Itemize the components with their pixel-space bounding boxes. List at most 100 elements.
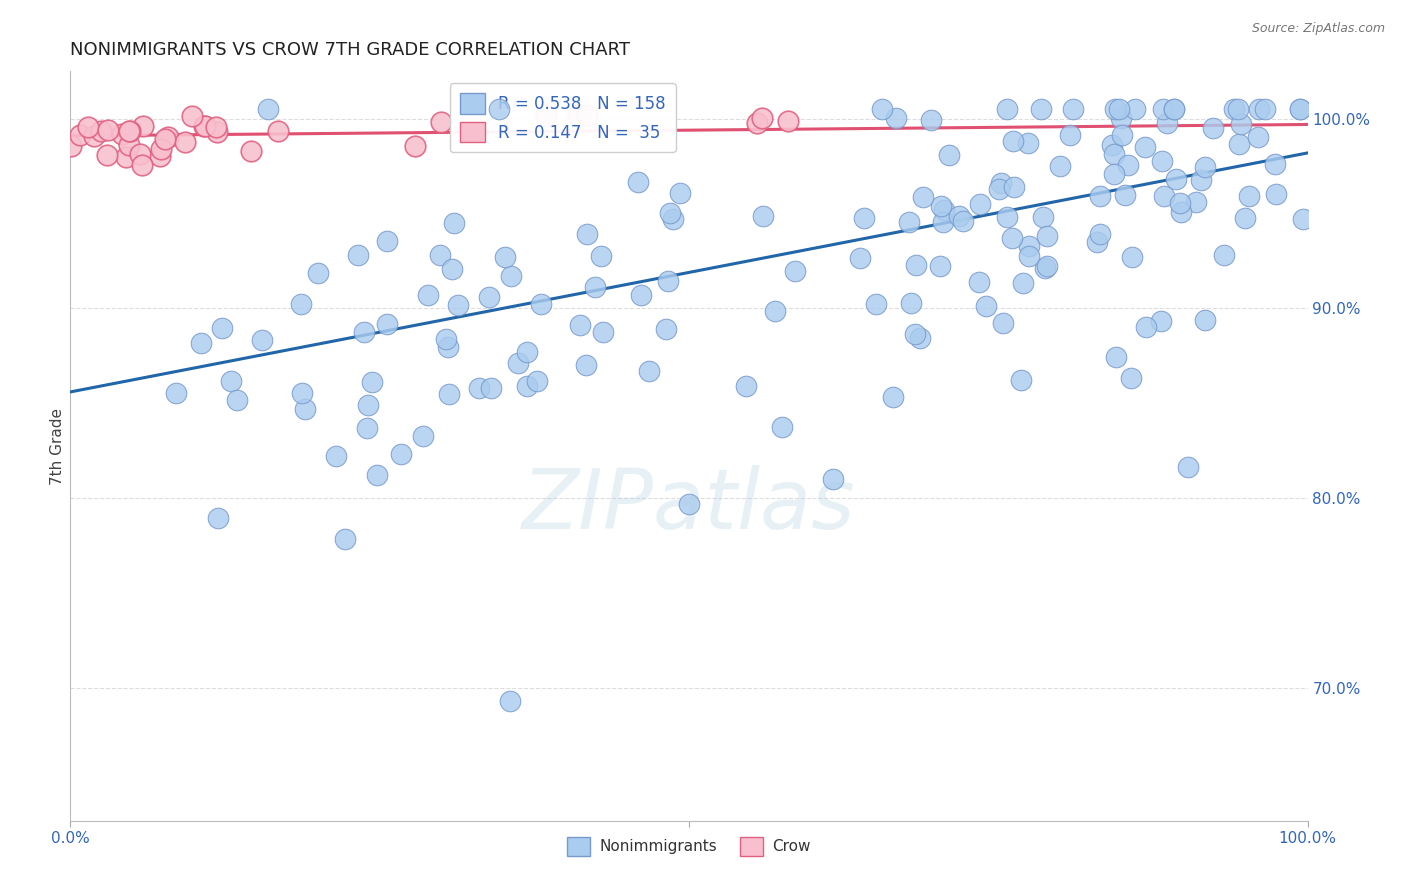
Point (897, 215, 920, 229)
Point (1017, 136, 1039, 151)
Point (375, 234, 398, 248)
Point (416, 288, 439, 302)
Point (226, 392, 249, 407)
Point (1085, 235, 1108, 249)
Point (669, 186, 692, 201)
Point (1109, 111, 1132, 125)
Point (1031, 103, 1053, 117)
Point (155, 132, 177, 146)
Legend: Nonimmigrants, Crow: Nonimmigrants, Crow (561, 830, 817, 862)
Point (948, 209, 970, 223)
Point (530, 297, 553, 311)
Point (131, 158, 153, 172)
Point (434, 332, 457, 346)
Point (294, 402, 316, 417)
Point (911, 190, 934, 204)
Point (1001, 230, 1024, 244)
Point (583, 280, 606, 294)
Point (1036, 259, 1059, 273)
Point (1102, 146, 1125, 161)
Point (1163, 103, 1185, 117)
Point (969, 197, 991, 211)
Point (90, 124, 112, 138)
Point (1264, 157, 1286, 171)
Point (1002, 179, 1025, 194)
Text: Source: ZipAtlas.com: Source: ZipAtlas.com (1251, 22, 1385, 36)
Point (678, 497, 700, 511)
Point (97, 122, 120, 136)
Point (1059, 128, 1081, 142)
Point (990, 176, 1012, 190)
Point (1289, 103, 1312, 117)
Point (630, 288, 652, 302)
Point (592, 325, 614, 339)
Point (567, 108, 589, 122)
Text: ZIPatlas: ZIPatlas (522, 466, 856, 547)
Point (412, 429, 434, 443)
Point (69, 128, 91, 143)
Point (1168, 195, 1191, 210)
Point (181, 109, 204, 123)
Point (118, 138, 141, 153)
Y-axis label: 7th Grade: 7th Grade (49, 408, 65, 484)
Point (1222, 103, 1244, 117)
Point (751, 111, 773, 125)
Point (1152, 103, 1174, 117)
Point (1227, 136, 1250, 151)
Point (974, 299, 997, 313)
Point (447, 298, 470, 312)
Point (870, 103, 893, 117)
Point (1289, 103, 1312, 117)
Point (118, 124, 141, 138)
Point (589, 249, 612, 263)
Point (219, 374, 242, 388)
Point (478, 290, 501, 304)
Point (1049, 159, 1071, 173)
Point (1018, 239, 1040, 253)
Point (1123, 103, 1146, 117)
Point (938, 148, 960, 162)
Point (506, 356, 529, 370)
Point (785, 264, 807, 278)
Point (1233, 211, 1256, 225)
Point (967, 275, 990, 289)
Point (920, 112, 942, 127)
Point (934, 202, 956, 217)
Point (516, 344, 538, 359)
Point (1247, 130, 1270, 145)
Point (1177, 460, 1199, 475)
Text: NONIMMIGRANTS VS CROW 7TH GRADE CORRELATION CHART: NONIMMIGRANTS VS CROW 7TH GRADE CORRELAT… (70, 41, 630, 59)
Point (111, 127, 134, 141)
Point (1133, 140, 1156, 154)
Point (207, 511, 229, 525)
Point (467, 381, 489, 395)
Point (987, 182, 1010, 196)
Point (659, 206, 682, 220)
Point (1116, 158, 1139, 172)
Point (375, 317, 398, 331)
Point (995, 210, 1018, 224)
Point (1254, 103, 1277, 117)
Point (443, 216, 465, 230)
Point (494, 250, 516, 264)
Point (404, 138, 426, 153)
Point (118, 124, 141, 138)
Point (256, 103, 278, 117)
Point (156, 130, 179, 145)
Point (1150, 314, 1173, 328)
Point (389, 447, 412, 461)
Point (1194, 160, 1216, 174)
Point (1101, 137, 1123, 152)
Point (575, 358, 598, 372)
Point (849, 251, 872, 265)
Point (190, 335, 212, 350)
Point (132, 119, 155, 133)
Point (536, 108, 558, 122)
Point (1202, 120, 1225, 135)
Point (267, 124, 290, 138)
Point (325, 450, 347, 464)
Point (1170, 205, 1192, 219)
Point (1121, 251, 1143, 265)
Point (252, 333, 274, 347)
Point (357, 398, 380, 412)
